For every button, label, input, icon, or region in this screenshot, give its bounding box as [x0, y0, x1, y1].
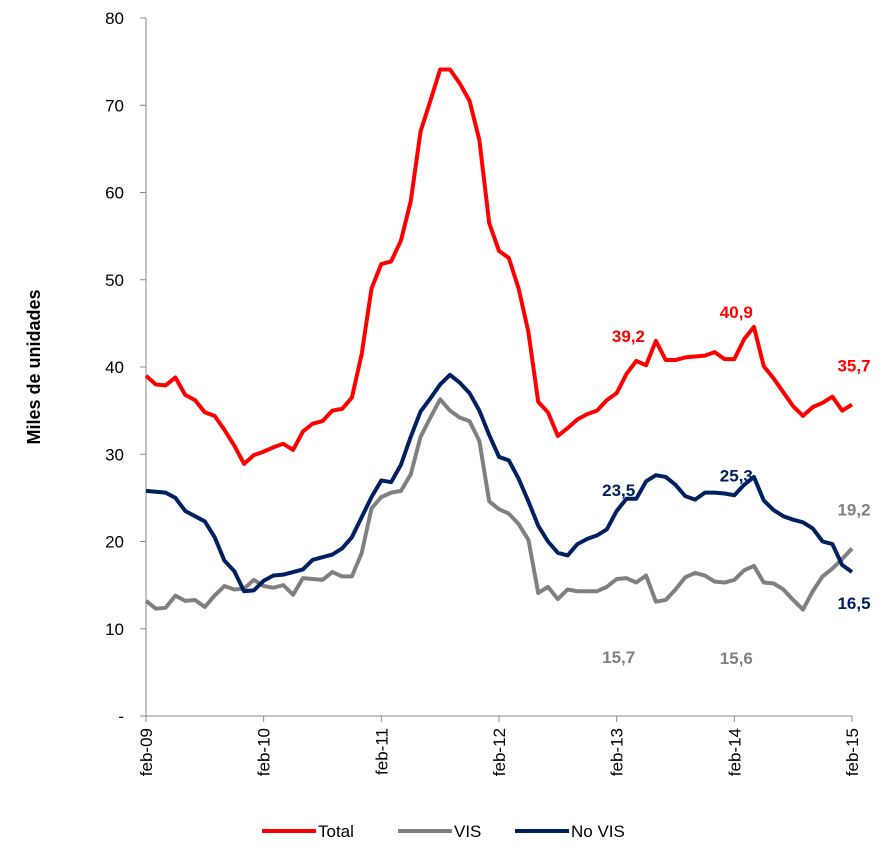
data-label: 39,2	[612, 327, 645, 346]
y-tick-label: 60	[105, 184, 124, 203]
data-label: 15,6	[720, 649, 753, 668]
legend-label: No VIS	[571, 822, 625, 841]
y-tick-label: -	[118, 707, 124, 726]
legend-label: Total	[318, 822, 354, 841]
x-tick-label: feb-09	[137, 728, 156, 776]
y-tick-label: 40	[105, 358, 124, 377]
y-tick-label: 30	[105, 445, 124, 464]
y-tick-label: 50	[105, 271, 124, 290]
x-tick-label: feb-12	[490, 728, 509, 776]
data-label: 16,5	[837, 594, 870, 613]
data-label: 25,3	[720, 466, 753, 485]
legend-label: VIS	[454, 822, 481, 841]
data-label: 40,9	[720, 303, 753, 322]
y-tick-label: 10	[105, 620, 124, 639]
data-label: 19,2	[837, 500, 870, 519]
x-tick-label: feb-11	[372, 728, 391, 775]
series-line	[145, 372, 854, 594]
series-line	[144, 397, 854, 612]
data-label: 15,7	[602, 648, 635, 667]
data-label: 35,7	[837, 357, 870, 376]
x-tick-label: feb-13	[608, 728, 627, 776]
x-tick-label: feb-10	[255, 728, 274, 776]
y-tick-label: 80	[105, 9, 124, 28]
x-tick-label: feb-15	[843, 728, 862, 776]
y-tick-label: 20	[105, 533, 124, 552]
y-tick-label: 70	[105, 96, 124, 115]
x-tick-label: feb-14	[725, 728, 744, 776]
y-axis-label: Miles de unidades	[24, 289, 44, 444]
data-label: 23,5	[602, 481, 635, 500]
series-line	[144, 67, 854, 466]
